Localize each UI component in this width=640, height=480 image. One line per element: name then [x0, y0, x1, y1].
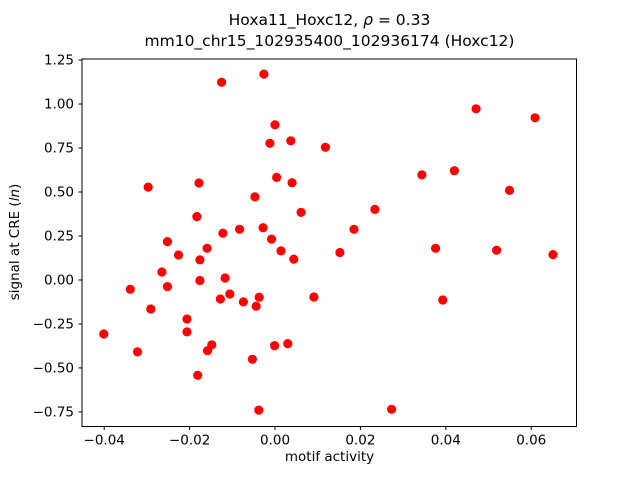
data-point: [471, 104, 481, 114]
data-point: [431, 243, 441, 253]
data-point: [417, 170, 427, 180]
y-tick-label: −0.25: [33, 316, 74, 332]
x-tick-label: 0.00: [260, 433, 290, 449]
data-point: [247, 354, 257, 364]
data-point: [99, 329, 109, 339]
data-point: [132, 347, 143, 357]
data-point: [270, 341, 280, 351]
x-tick-label: 0.02: [345, 433, 375, 449]
data-point: [173, 250, 184, 260]
x-tick-label: −0.04: [84, 433, 125, 449]
chart-title: Hoxa11_Hoxc12, ρ = 0.33 mm10_chr15_10293…: [82, 10, 577, 52]
y-tick-label: 0.25: [44, 228, 74, 244]
data-point: [387, 404, 397, 414]
data-point: [267, 234, 277, 244]
data-point: [276, 246, 286, 256]
data-point: [251, 301, 261, 311]
data-point: [238, 297, 248, 307]
y-tick-label: −0.50: [33, 360, 74, 376]
data-point: [320, 142, 330, 152]
data-point: [254, 405, 264, 415]
data-point: [335, 247, 345, 258]
y-tick-label: 1.25: [44, 53, 74, 69]
y-tick-label: 1.00: [44, 97, 74, 113]
data-point: [548, 250, 558, 260]
data-point: [193, 370, 203, 380]
data-point: [287, 178, 297, 188]
data-point: [289, 254, 299, 264]
data-point: [259, 69, 269, 79]
data-point: [143, 182, 153, 192]
data-point: [195, 275, 205, 286]
x-axis-label: motif activity: [284, 449, 375, 465]
data-point: [296, 207, 306, 217]
data-point: [530, 113, 540, 123]
y-tick-label: 0.50: [44, 184, 74, 200]
data-point: [220, 273, 230, 283]
data-point: [157, 267, 167, 277]
data-point: [504, 185, 515, 195]
data-point: [225, 289, 235, 299]
data-point: [182, 327, 192, 337]
data-point: [215, 294, 225, 304]
x-tick-label: 0.04: [431, 433, 461, 449]
data-point: [195, 255, 205, 265]
data-point: [283, 339, 293, 349]
data-point: [192, 212, 202, 222]
data-point: [162, 237, 172, 247]
data-point: [349, 224, 359, 234]
data-point: [202, 346, 213, 356]
data-point: [449, 166, 459, 176]
data-point: [250, 192, 260, 202]
data-point: [218, 228, 228, 238]
data-point: [270, 120, 280, 130]
y-tick-label: −0.75: [33, 404, 74, 420]
data-point: [182, 314, 192, 324]
chart-title-line1: Hoxa11_Hoxc12, ρ = 0.33: [228, 11, 431, 29]
chart-title-line2: mm10_chr15_102935400_102936174 (Hoxc12): [144, 32, 515, 50]
y-tick-label: 0.75: [44, 141, 74, 157]
data-point: [235, 224, 245, 234]
data-point: [254, 292, 264, 302]
data-point: [286, 136, 296, 146]
data-point: [162, 282, 172, 292]
y-tick-label: 0.00: [44, 272, 74, 288]
data-point: [272, 172, 282, 182]
axes-frame: [81, 58, 577, 427]
x-tick-label: −0.02: [169, 433, 210, 449]
data-point: [492, 245, 502, 255]
data-point: [438, 295, 448, 305]
data-point: [202, 243, 212, 253]
x-tick-label: 0.06: [516, 433, 546, 449]
data-point: [146, 304, 156, 314]
data-point: [217, 77, 227, 87]
data-point: [309, 292, 319, 302]
data-point: [125, 284, 135, 294]
data-point: [265, 138, 275, 148]
data-point: [370, 204, 380, 214]
data-point: [258, 223, 268, 233]
data-point: [194, 178, 204, 188]
rho-symbol: ρ: [363, 11, 373, 29]
